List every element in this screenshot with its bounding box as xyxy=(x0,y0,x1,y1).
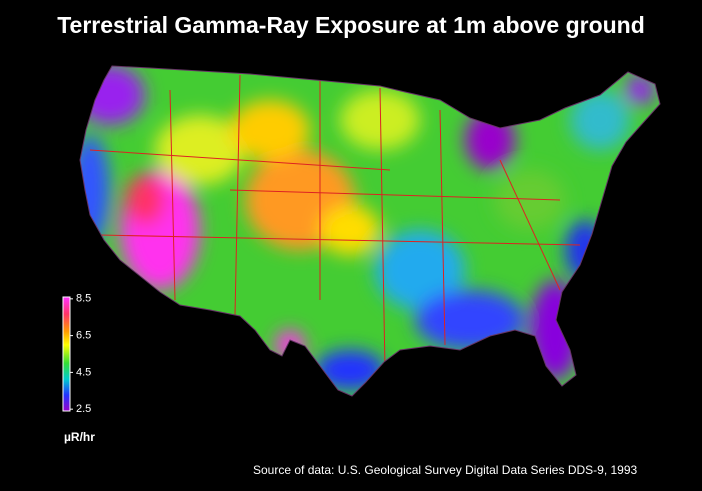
source-note: Source of data: U.S. Geological Survey D… xyxy=(253,463,638,477)
legend-tick-label: 6.5 xyxy=(76,330,91,342)
legend-unit: µR/hr xyxy=(64,430,95,444)
legend-tick-label: 8.5 xyxy=(76,293,91,305)
colorbar xyxy=(62,296,71,412)
legend-tick-label: 4.5 xyxy=(76,366,91,378)
map-title: Terrestrial Gamma-Ray Exposure at 1m abo… xyxy=(57,12,645,38)
legend-tick-label: 2.5 xyxy=(76,403,91,415)
gamma-map xyxy=(80,66,660,396)
